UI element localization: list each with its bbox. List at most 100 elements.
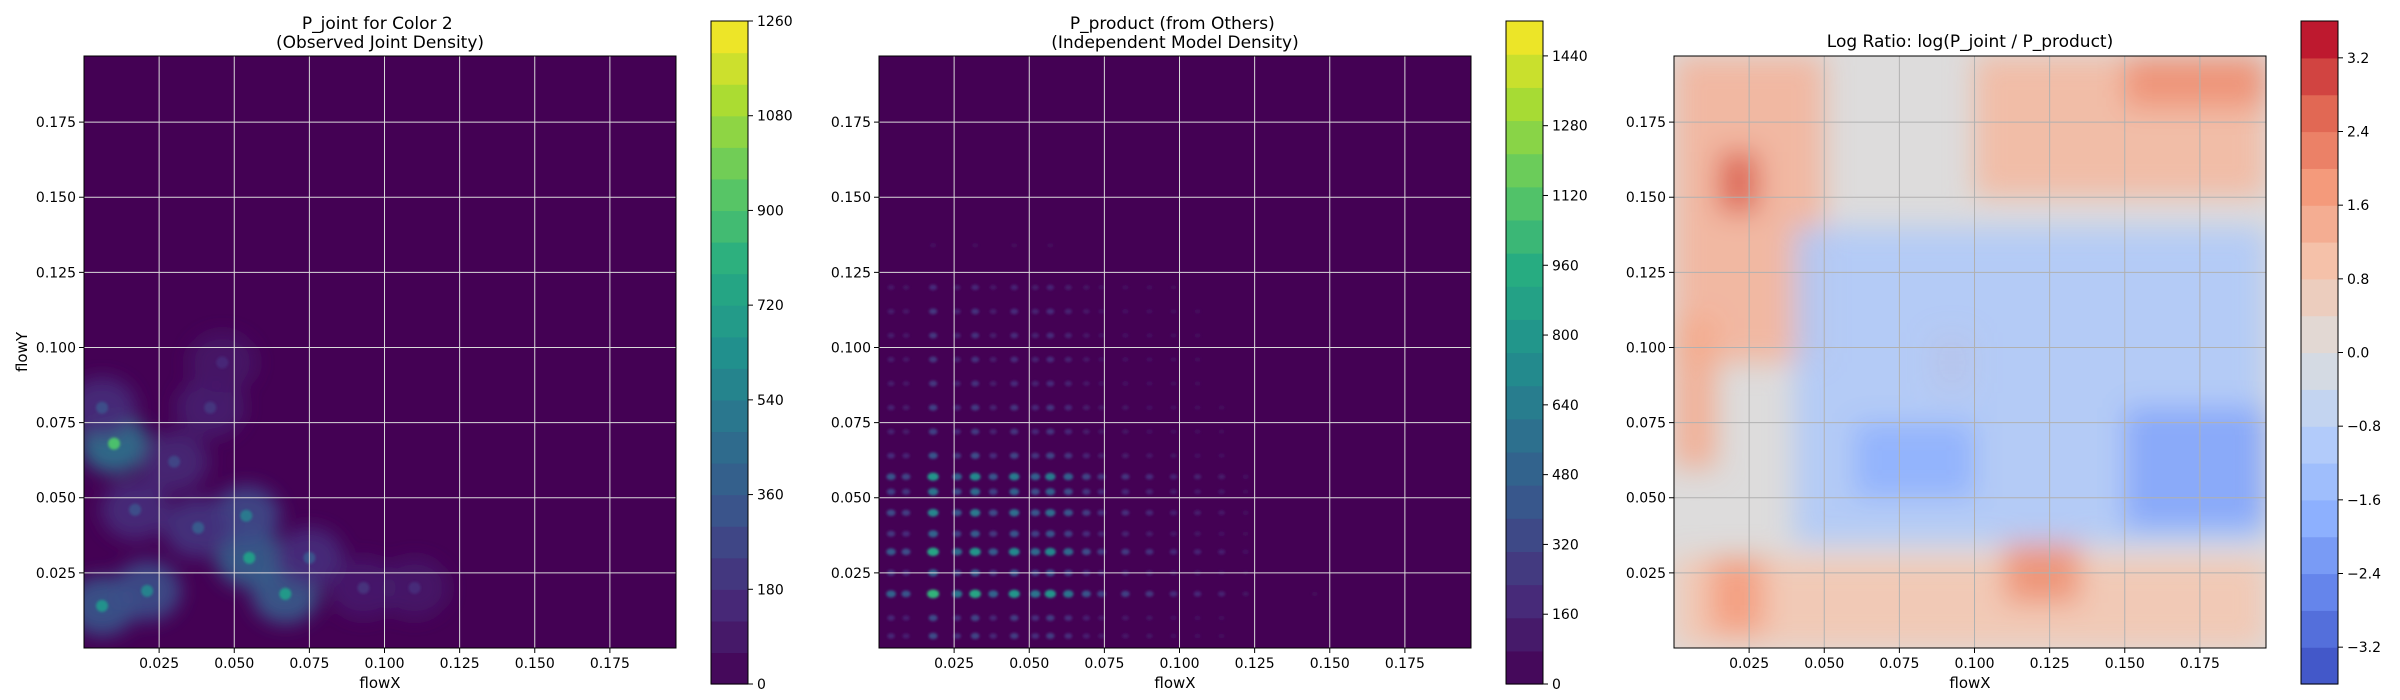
product-peak	[1170, 531, 1177, 537]
product-peak	[902, 615, 910, 621]
product-peak	[1170, 429, 1177, 434]
colorbar-level	[711, 273, 748, 306]
x-tick-label: 0.025	[934, 656, 974, 672]
density-peak	[216, 356, 229, 369]
x-axis-2: 0.025 0.050 0.075 0.100 0.125 0.150 0.175	[1729, 648, 2220, 672]
product-peak	[1081, 548, 1091, 556]
x-tick-label: 0.150	[1310, 656, 1350, 672]
product-peak	[902, 381, 910, 387]
product-peak	[1082, 488, 1091, 495]
product-peak	[901, 548, 911, 556]
product-peak	[953, 428, 961, 435]
product-peak	[1008, 472, 1020, 481]
panel-1-title-line-2: (Independent Model Density)	[1051, 33, 1299, 53]
product-peak	[1097, 531, 1106, 537]
product-peak	[887, 332, 895, 339]
product-peak	[971, 308, 980, 315]
colorbar-level	[711, 620, 748, 654]
x-tick-label: 0.025	[1729, 656, 1769, 672]
product-peak	[1242, 510, 1249, 516]
product-peak	[1194, 453, 1201, 459]
product-peak	[1121, 590, 1130, 598]
colorbar-tick-label: 720	[757, 298, 784, 314]
product-peak	[1194, 333, 1201, 338]
product-peak	[1146, 615, 1153, 621]
product-peak	[1169, 510, 1178, 516]
x-tick-label: 0.025	[139, 656, 179, 672]
y-tick-label: 0.050	[36, 491, 76, 507]
density-peak	[96, 401, 109, 414]
colorbar-level	[711, 526, 748, 559]
product-peak	[902, 308, 910, 314]
product-peak	[1009, 488, 1020, 496]
product-peak	[1170, 285, 1177, 290]
y-tick-label: 0.150	[1626, 190, 1666, 206]
product-peak	[1218, 429, 1225, 434]
colorbar-level	[711, 21, 748, 54]
product-peak	[887, 380, 895, 387]
product-peak	[928, 452, 938, 460]
product-peak	[1242, 591, 1249, 597]
product-peak	[1009, 530, 1019, 538]
product-peak	[1046, 308, 1055, 315]
product-peak	[1193, 510, 1202, 516]
product-peak	[1122, 357, 1129, 362]
product-peak	[1008, 589, 1020, 599]
product-peak	[970, 452, 980, 459]
product-peak	[1064, 308, 1073, 315]
product-peak	[887, 284, 895, 290]
product-peak	[1122, 285, 1129, 290]
colorbar-tick-label: 900	[757, 203, 784, 219]
product-peak	[1031, 404, 1040, 411]
y-tick-label: 0.075	[1626, 416, 1666, 432]
y-tick-label: 0.075	[36, 416, 76, 432]
product-peak	[989, 284, 997, 290]
colorbar-level	[2301, 499, 2338, 538]
product-peak	[1170, 453, 1177, 459]
product-peak	[1242, 531, 1249, 536]
y-tick-label: 0.025	[1626, 566, 1666, 582]
product-peak	[1064, 615, 1073, 621]
x-tick-label: 0.125	[1235, 656, 1275, 672]
product-peak	[988, 488, 998, 495]
product-peak	[1030, 530, 1040, 537]
y-tick-label: 0.025	[831, 566, 871, 582]
x-tick-label: 0.075	[289, 656, 329, 672]
product-peak	[1146, 381, 1153, 386]
product-peak	[970, 632, 980, 640]
grid-0	[84, 56, 676, 648]
product-peak	[989, 380, 997, 387]
y-tick-label: 0.025	[36, 566, 76, 582]
colorbar-tick-label: 160	[1552, 607, 1579, 623]
product-peak	[1194, 309, 1201, 314]
product-peak	[901, 509, 911, 516]
plot-area-0	[84, 56, 676, 648]
colorbar-level	[711, 431, 748, 464]
product-grid-peaks	[886, 243, 1318, 640]
colorbar-level	[711, 210, 748, 243]
product-peak	[886, 548, 896, 556]
colorbar-level	[1506, 87, 1543, 122]
product-peak	[928, 380, 938, 387]
y-tick-label: 0.175	[36, 115, 76, 131]
colorbar-tick-label: 800	[1552, 328, 1579, 344]
product-peak	[971, 332, 980, 339]
y-tick-label: 0.100	[1626, 340, 1666, 356]
x-tick-label: 0.125	[440, 656, 480, 672]
product-peak	[1046, 614, 1055, 622]
y-tick-label: 0.075	[831, 416, 871, 432]
colorbar-level	[1506, 451, 1543, 486]
density-peak	[240, 509, 253, 522]
product-peak	[1011, 243, 1018, 248]
product-peak	[1146, 357, 1153, 362]
product-peak	[1170, 381, 1177, 386]
colorbar-tick-label: 1440	[1552, 49, 1588, 65]
product-peak	[969, 589, 982, 599]
density-peak	[204, 401, 217, 414]
product-peak	[1146, 633, 1153, 639]
product-peak	[887, 452, 895, 459]
product-peak	[1217, 591, 1226, 597]
y-tick-label: 0.150	[831, 190, 871, 206]
product-peak	[1242, 489, 1249, 494]
product-peak	[1063, 473, 1074, 481]
